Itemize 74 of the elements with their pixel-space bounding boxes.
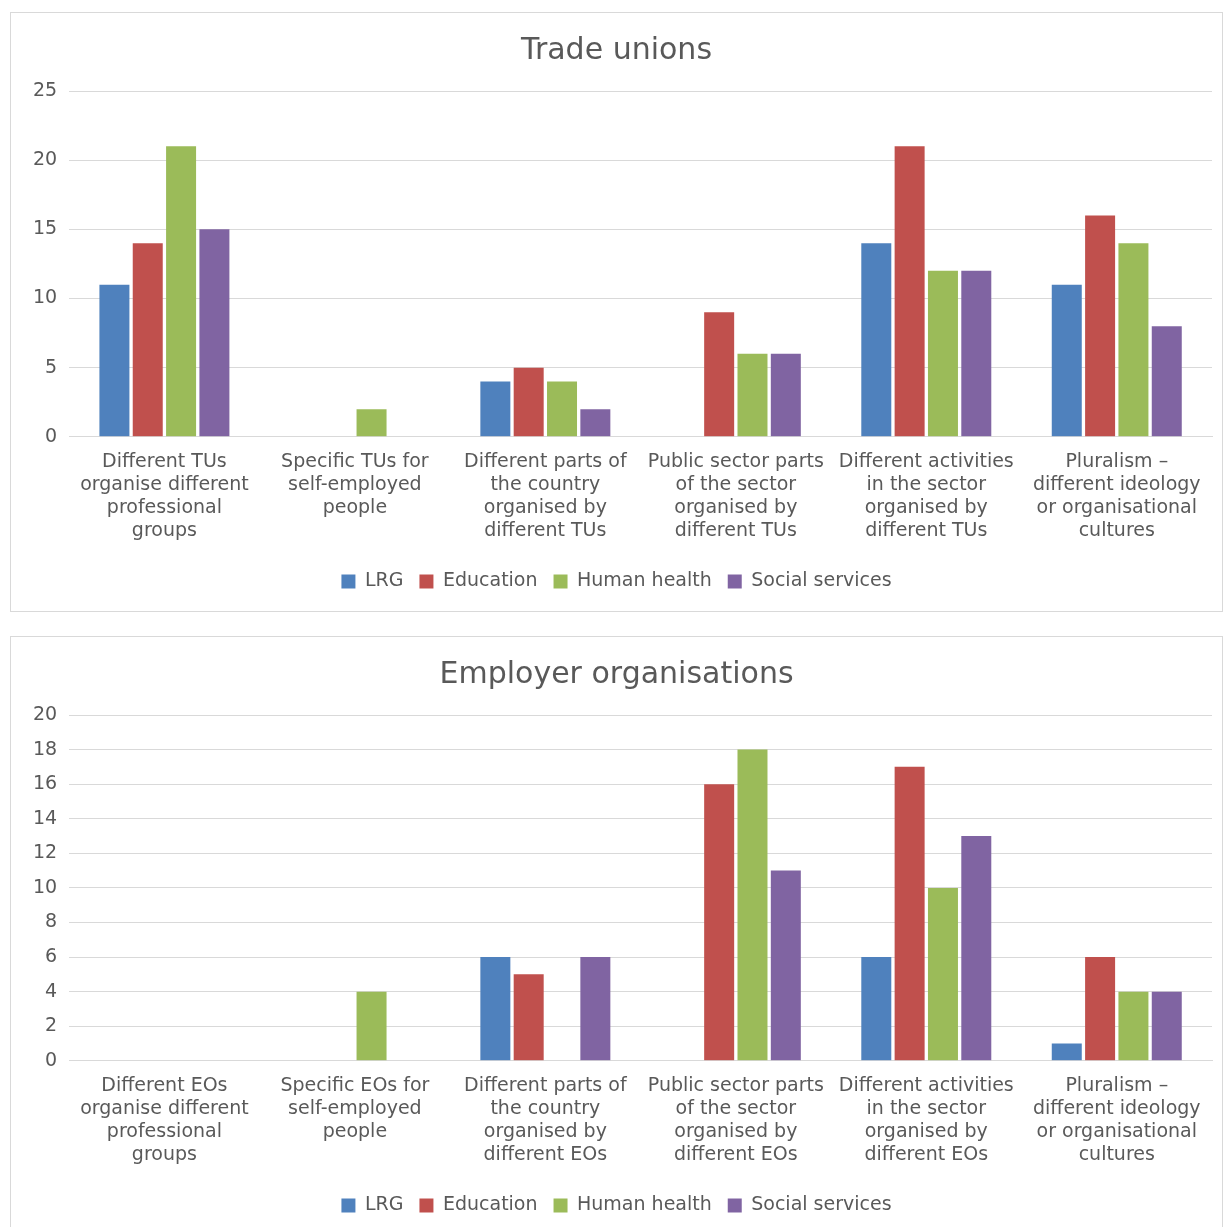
y-tick-label: 2 (45, 1013, 58, 1036)
bar (927, 270, 958, 437)
bar (480, 957, 511, 1061)
bar (513, 974, 544, 1061)
legend-label: Social services (751, 568, 892, 591)
y-tick-label: 4 (45, 978, 58, 1001)
bar (861, 243, 892, 437)
bar (704, 784, 735, 1061)
bar (356, 409, 387, 437)
y-tick-label: 14 (32, 805, 58, 828)
bar (927, 887, 958, 1061)
bar (580, 409, 611, 437)
chart-title: Employer organisations (439, 654, 794, 690)
legend-label: Human health (577, 1192, 712, 1215)
x-tick-label: Public sector parts of the sector organised by different TUs (647, 449, 824, 540)
y-tick-label: 0 (45, 1047, 58, 1070)
y-tick-label: 20 (32, 147, 58, 170)
legend-label: Social services (751, 1192, 892, 1215)
x-tick-label: Public sector parts of the sector organised by different EOs (647, 1073, 824, 1164)
y-tick-label: 12 (32, 840, 58, 863)
legend-label: Human health (577, 568, 712, 591)
bar (547, 381, 578, 437)
bar (99, 284, 130, 437)
bar (770, 870, 801, 1061)
x-tick-label: Pluralism – different ideology or organisational cultures (1032, 449, 1201, 540)
legend-label: Education (442, 1192, 538, 1215)
bar (961, 836, 992, 1061)
y-tick-label: 20 (32, 701, 58, 724)
bar (861, 957, 892, 1061)
bar (132, 243, 163, 437)
x-tick-label: Pluralism – different ideology or organisational cultures (1032, 1073, 1201, 1164)
legend-label: Education (442, 568, 538, 591)
y-tick-label: 10 (32, 285, 58, 308)
legend-label: LRG (364, 568, 404, 591)
bar (1151, 991, 1182, 1061)
x-tick-label: Different activities in the sector organised by different TUs (838, 449, 1014, 540)
bar (961, 270, 992, 437)
x-tick-label: Different activities in the sector organised by different EOs (838, 1073, 1014, 1164)
y-tick-label: 8 (45, 909, 58, 932)
bar (1085, 957, 1116, 1061)
x-tick-label: Specific TUs for self-employed people (281, 449, 429, 517)
bar (513, 367, 544, 437)
bar (480, 381, 511, 437)
x-tick-label: Different parts of the country organised by different EOs (464, 1073, 628, 1164)
bar (737, 353, 768, 437)
bar (1151, 326, 1182, 437)
bar (356, 991, 387, 1061)
y-tick-label: 6 (45, 944, 58, 966)
y-tick-label: 25 (32, 77, 58, 100)
y-tick-label: 10 (32, 874, 58, 897)
bar (1051, 1043, 1082, 1061)
bar (580, 957, 611, 1061)
bar (770, 353, 801, 437)
bar (704, 312, 735, 437)
bar (894, 146, 925, 437)
bar (1118, 243, 1149, 437)
x-tick-label: Different parts of the country organised by different TUs (464, 449, 628, 540)
bar (1051, 284, 1082, 437)
y-tick-label: 16 (32, 771, 58, 794)
bar (894, 766, 925, 1061)
x-tick-label: Different EOs organise different professional groups (80, 1073, 249, 1164)
x-tick-label: Different TUs organise different professional groups (80, 449, 249, 540)
bar (166, 146, 197, 437)
bar (1085, 215, 1116, 437)
y-tick-label: 0 (45, 423, 58, 446)
bar (1118, 991, 1149, 1061)
chart-title: Trade unions (519, 30, 713, 66)
bar (737, 749, 768, 1061)
y-tick-label: 18 (32, 736, 58, 759)
x-tick-label: Specific EOs for self-employed people (280, 1073, 430, 1141)
legend-label: LRG (364, 1192, 404, 1215)
bar (199, 229, 230, 437)
y-tick-label: 5 (45, 354, 58, 377)
y-tick-label: 15 (32, 216, 58, 239)
